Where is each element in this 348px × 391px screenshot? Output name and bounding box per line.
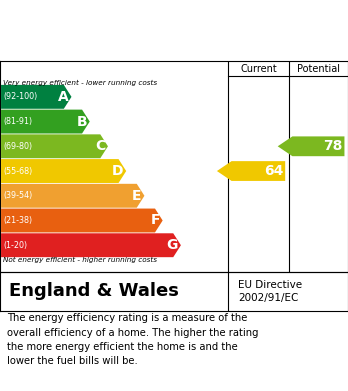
Text: The energy efficiency rating is a measure of the
overall efficiency of a home. T: The energy efficiency rating is a measur…	[7, 313, 259, 366]
Polygon shape	[1, 233, 181, 257]
Text: (1-20): (1-20)	[3, 241, 27, 250]
Text: Very energy efficient - lower running costs: Very energy efficient - lower running co…	[3, 80, 158, 86]
Text: 64: 64	[264, 164, 283, 178]
Text: (81-91): (81-91)	[3, 117, 33, 126]
Polygon shape	[217, 161, 285, 181]
Text: Not energy efficient - higher running costs: Not energy efficient - higher running co…	[3, 257, 158, 263]
Text: E: E	[132, 189, 142, 203]
Polygon shape	[1, 184, 144, 208]
Polygon shape	[278, 136, 345, 156]
Polygon shape	[1, 109, 90, 133]
Polygon shape	[1, 159, 126, 183]
Text: D: D	[112, 164, 124, 178]
Text: Energy Efficiency Rating: Energy Efficiency Rating	[9, 35, 230, 50]
Text: 2002/91/EC: 2002/91/EC	[238, 293, 299, 303]
Text: (92-100): (92-100)	[3, 92, 38, 101]
Text: (55-68): (55-68)	[3, 167, 33, 176]
Text: Potential: Potential	[297, 63, 340, 74]
Text: F: F	[150, 213, 160, 228]
Text: C: C	[95, 139, 105, 153]
Text: (39-54): (39-54)	[3, 191, 33, 200]
Text: (69-80): (69-80)	[3, 142, 33, 151]
Polygon shape	[1, 135, 108, 158]
Polygon shape	[1, 208, 163, 232]
Text: G: G	[167, 238, 178, 252]
Text: A: A	[58, 90, 69, 104]
Polygon shape	[1, 85, 71, 109]
Text: B: B	[76, 115, 87, 129]
Text: 78: 78	[323, 139, 343, 153]
Text: (21-38): (21-38)	[3, 216, 33, 225]
Text: EU Directive: EU Directive	[238, 280, 302, 291]
Text: Current: Current	[240, 63, 277, 74]
Text: England & Wales: England & Wales	[9, 282, 179, 300]
